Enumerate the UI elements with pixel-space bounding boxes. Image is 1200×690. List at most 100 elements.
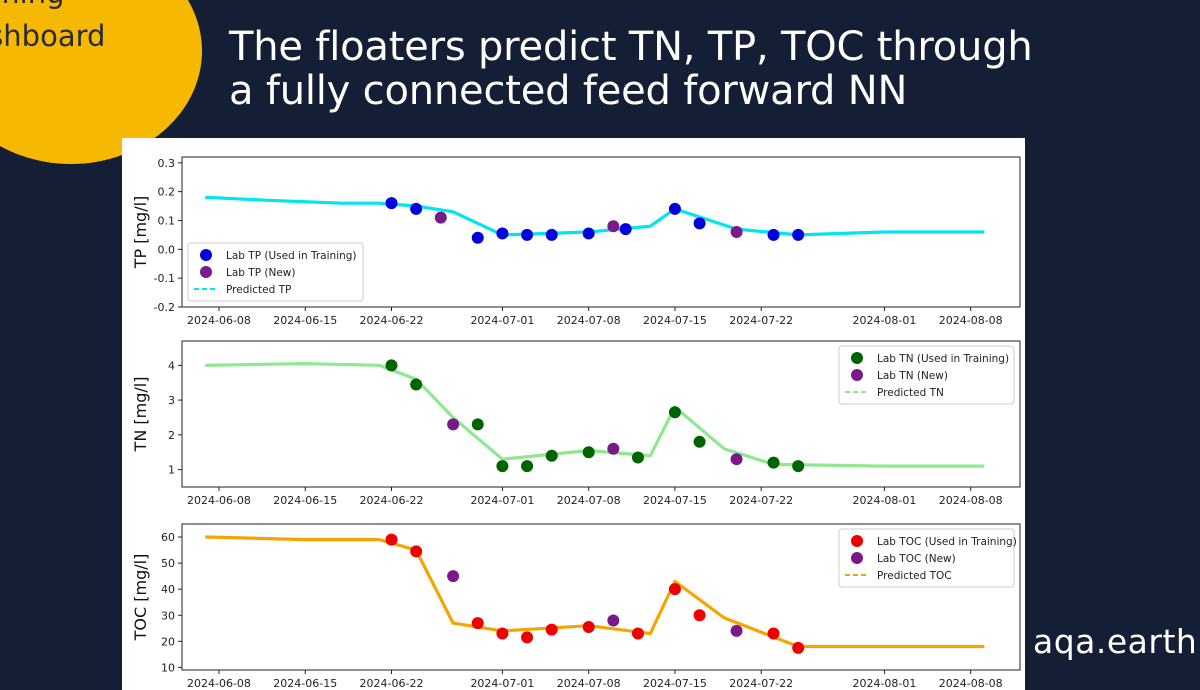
tn-lab-training-point	[521, 460, 534, 473]
tn-lab-training-point	[693, 435, 706, 448]
tn-lab-training-point	[410, 378, 423, 391]
tn-xtick-label: 2024-06-08	[187, 494, 251, 507]
tp-lab-training-point	[767, 228, 780, 241]
toc-lab-new-point	[447, 570, 460, 583]
tp-ytick-label: -0.2	[154, 301, 175, 314]
tn-ytick-label: 2	[168, 429, 175, 442]
tp-predicted-line	[205, 195, 985, 237]
toc-ytick-label: 30	[161, 609, 175, 622]
tp-y-axis-label: TP [mg/l]	[131, 196, 150, 270]
toc-legend-label: Predicted TOC	[877, 570, 952, 582]
tn-lab-training-point	[767, 456, 780, 469]
tn-lab-training-point	[545, 449, 558, 462]
toc-lab-training-point	[582, 620, 595, 633]
tp-xtick-label: 2024-07-08	[557, 314, 621, 327]
tp-lab-training-point	[693, 217, 706, 230]
toc-lab-new-point	[730, 624, 743, 637]
tp-lab-training-point	[385, 197, 398, 210]
chart-figure: 0.3 0.2 0.1 0.0 -0.1 -0.2 2024-06-08 2024-06-15…	[131, 156, 1021, 690]
toc-lab-training-point	[631, 627, 644, 640]
tn-y-axis-label: TN [mg/l]	[131, 377, 150, 453]
tn-legend-label: Lab TN (New)	[877, 370, 948, 382]
tn-lab-new-point	[447, 418, 460, 431]
tn-xtick-label: 2024-07-22	[729, 494, 793, 507]
tp-xtick-label: 2024-06-15	[273, 314, 337, 327]
toc-xtick-label: 2024-06-22	[360, 677, 424, 690]
tn-xtick-label: 2024-06-22	[360, 494, 424, 507]
tp-legend-marker	[200, 266, 212, 278]
tp-legend-marker	[200, 249, 212, 261]
slide-title-line-1: The floaters predict TN, TP, TOC through	[229, 24, 1033, 70]
tp-lab-new-point	[607, 220, 620, 233]
tp-ytick-label: 0.0	[158, 243, 176, 256]
tp-lab-training-point	[668, 202, 681, 215]
tn-lab-training-point	[582, 446, 595, 459]
tn-lab-training-point	[631, 451, 644, 464]
tn-lab-training-point	[496, 460, 509, 473]
toc-legend-marker	[851, 552, 863, 564]
tn-legend-marker	[851, 352, 863, 364]
tp-lab-training-point	[792, 228, 805, 241]
toc-ytick-label: 20	[161, 635, 175, 648]
badge-text-line-2: dashboard	[0, 19, 106, 53]
badge-circle: farming dashboard	[0, 0, 202, 164]
tp-legend-label: Lab TP (New)	[226, 267, 295, 279]
toc-ytick-label: 40	[161, 583, 175, 596]
tp-xtick-label: 2024-08-08	[939, 314, 1003, 327]
toc-xtick-label: 2024-08-08	[939, 677, 1003, 690]
tp-lab-training-point	[545, 228, 558, 241]
toc-xtick-label: 2024-07-15	[643, 677, 707, 690]
tn-plot-frame	[181, 340, 1021, 488]
tn-legend-label: Predicted TN	[877, 387, 944, 399]
toc-plot-frame	[181, 523, 1021, 671]
toc-lab-training-point	[693, 609, 706, 622]
tn-xtick-label: 2024-07-15	[643, 494, 707, 507]
tn-lab-training-point	[668, 406, 681, 419]
toc-lab-training-point	[471, 617, 484, 630]
toc-legend-box	[838, 528, 1015, 588]
tp-xtick-label: 2024-07-15	[643, 314, 707, 327]
tp-ytick-label: 0.3	[158, 157, 176, 170]
chart-panel: 0.3 0.2 0.1 0.0 -0.1 -0.2 2024-06-08 2024-06-15…	[122, 138, 1025, 690]
toc-xtick-label: 2024-08-01	[852, 677, 916, 690]
tn-ytick-label: 1	[168, 464, 175, 477]
tn-ytick-label: 4	[168, 359, 175, 372]
toc-lab-training-point	[545, 623, 558, 636]
tp-plot-frame	[181, 156, 1021, 308]
tp-xtick-label: 2024-07-01	[470, 314, 534, 327]
tn-lab-training-point	[792, 460, 805, 473]
toc-xtick-label: 2024-06-08	[187, 677, 251, 690]
tp-ytick-label: -0.1	[154, 272, 175, 285]
tp-legend-label: Predicted TP	[226, 284, 291, 296]
tp-lab-training-point	[471, 231, 484, 244]
toc-legend-marker	[851, 535, 863, 547]
tp-lab-training-point	[410, 202, 423, 215]
tn-xtick-label: 2024-06-15	[273, 494, 337, 507]
tn-xtick-label: 2024-08-01	[852, 494, 916, 507]
toc-xtick-label: 2024-06-15	[273, 677, 337, 690]
tn-xtick-label: 2024-07-01	[470, 494, 534, 507]
tn-lab-training-point	[471, 418, 484, 431]
toc-y-axis-label: TOC [mg/l]	[131, 554, 150, 642]
toc-lab-new-point	[607, 614, 620, 627]
toc-xtick-label: 2024-07-08	[557, 677, 621, 690]
tp-legend-label: Lab TP (Used in Training)	[226, 250, 357, 262]
toc-ytick-label: 50	[161, 557, 175, 570]
badge-text-line-1: farming	[0, 0, 65, 10]
toc-xtick-label: 2024-07-22	[729, 677, 793, 690]
toc-legend-label: Lab TOC (Used in Training)	[877, 536, 1017, 548]
tn-legend-label: Lab TN (Used in Training)	[877, 353, 1009, 365]
tn-lab-new-point	[730, 453, 743, 466]
tn-xtick-label: 2024-07-08	[557, 494, 621, 507]
toc-lab-training-point	[792, 641, 805, 654]
toc-lab-training-point	[668, 583, 681, 596]
toc-lab-training-point	[521, 631, 534, 644]
toc-lab-training-point	[496, 627, 509, 640]
tp-lab-training-point	[619, 223, 632, 236]
tp-lab-new-point	[730, 226, 743, 238]
toc-lab-training-point	[767, 627, 780, 640]
tp-xtick-label: 2024-06-22	[360, 314, 424, 327]
tp-xtick-label: 2024-08-01	[852, 314, 916, 327]
slide-title-line-2: a fully connected feed forward NN	[229, 68, 908, 114]
tp-legend-box	[187, 242, 364, 302]
